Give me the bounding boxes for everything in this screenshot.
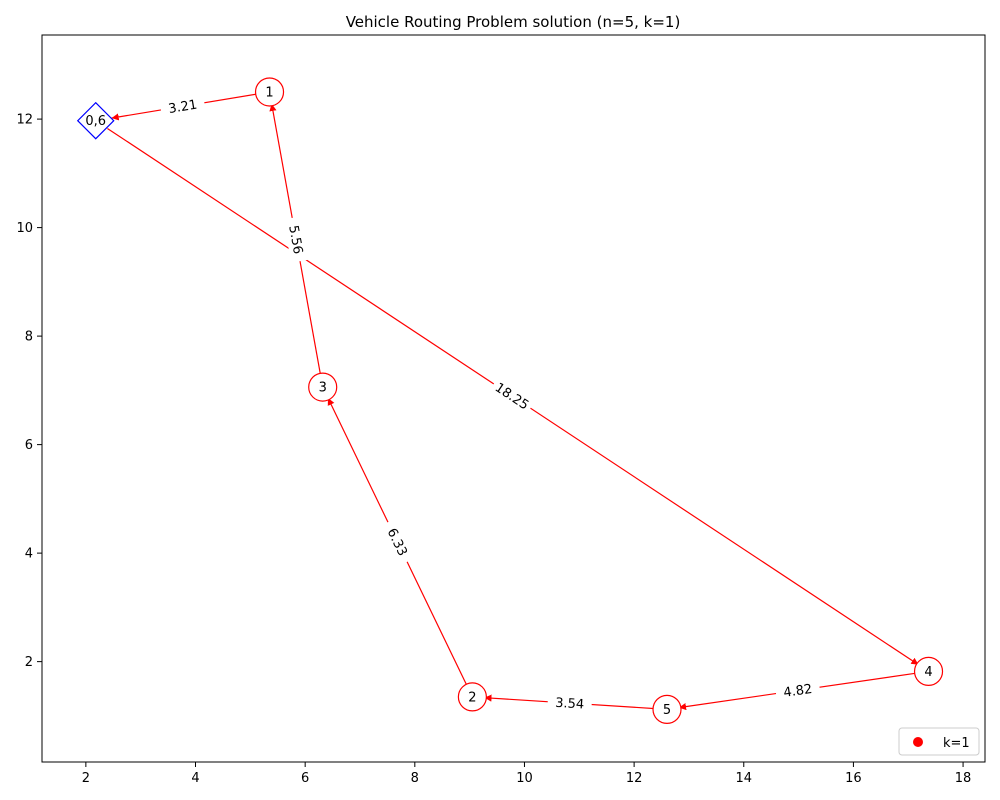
node-label: 1 [265,85,273,100]
edge-label-bg [379,518,416,566]
edge-label-group: 5.56 [283,216,309,263]
edge-label-group: 3.54 [547,692,593,714]
edge-label: 6.33 [384,526,410,559]
customer-node-2 [457,682,487,712]
customer-node-5 [652,694,682,724]
edge-label-bg [547,692,593,714]
y-tick-label: 4 [25,547,33,562]
x-tick-label: 8 [411,771,419,786]
plot-frame [41,34,986,763]
y-tick-label: 2 [25,655,33,670]
customer-node-1 [254,77,285,107]
x-tick-label: 6 [301,771,309,786]
chart-title: Vehicle Routing Problem solution (n=5, k… [346,13,681,31]
edge-label: 4.82 [783,682,814,701]
edge-label-bg [159,93,206,119]
y-tick-label: 6 [25,438,33,453]
x-tick-label: 18 [955,771,972,786]
x-tick-label: 10 [516,771,533,786]
x-tick-label: 2 [82,771,90,786]
y-tick-label: 10 [16,221,33,236]
edge-label-group: 4.82 [774,678,821,703]
depot-node [76,101,115,140]
customer-node-4 [913,656,944,686]
edge-label-group: 3.21 [159,93,206,119]
node-label: 0,6 [85,114,106,129]
edge-label-bg [488,376,536,416]
x-tick-label: 14 [735,771,752,786]
y-tick-label: 12 [16,113,33,128]
node-label: 4 [924,665,932,680]
edge-label-bg [774,678,821,703]
edge-label: 3.54 [555,696,585,713]
y-tick-label: 8 [25,330,33,345]
x-tick-label: 4 [191,771,199,786]
node-label: 5 [663,703,671,718]
edge-label-bg [283,216,309,263]
x-tick-label: 16 [845,771,862,786]
edge-label: 3.21 [167,98,198,118]
edge-label-group: 18.25 [488,376,536,416]
edge-label-group: 6.33 [379,518,416,566]
customer-node-3 [308,372,338,402]
node-label: 3 [319,381,327,396]
legend-label: k=1 [943,736,970,751]
legend: k=1 [898,727,980,756]
legend-box [898,727,980,756]
edge-label: 5.56 [285,224,305,255]
legend-marker [913,737,923,747]
x-tick-label: 12 [626,771,643,786]
node-label: 2 [468,690,476,705]
